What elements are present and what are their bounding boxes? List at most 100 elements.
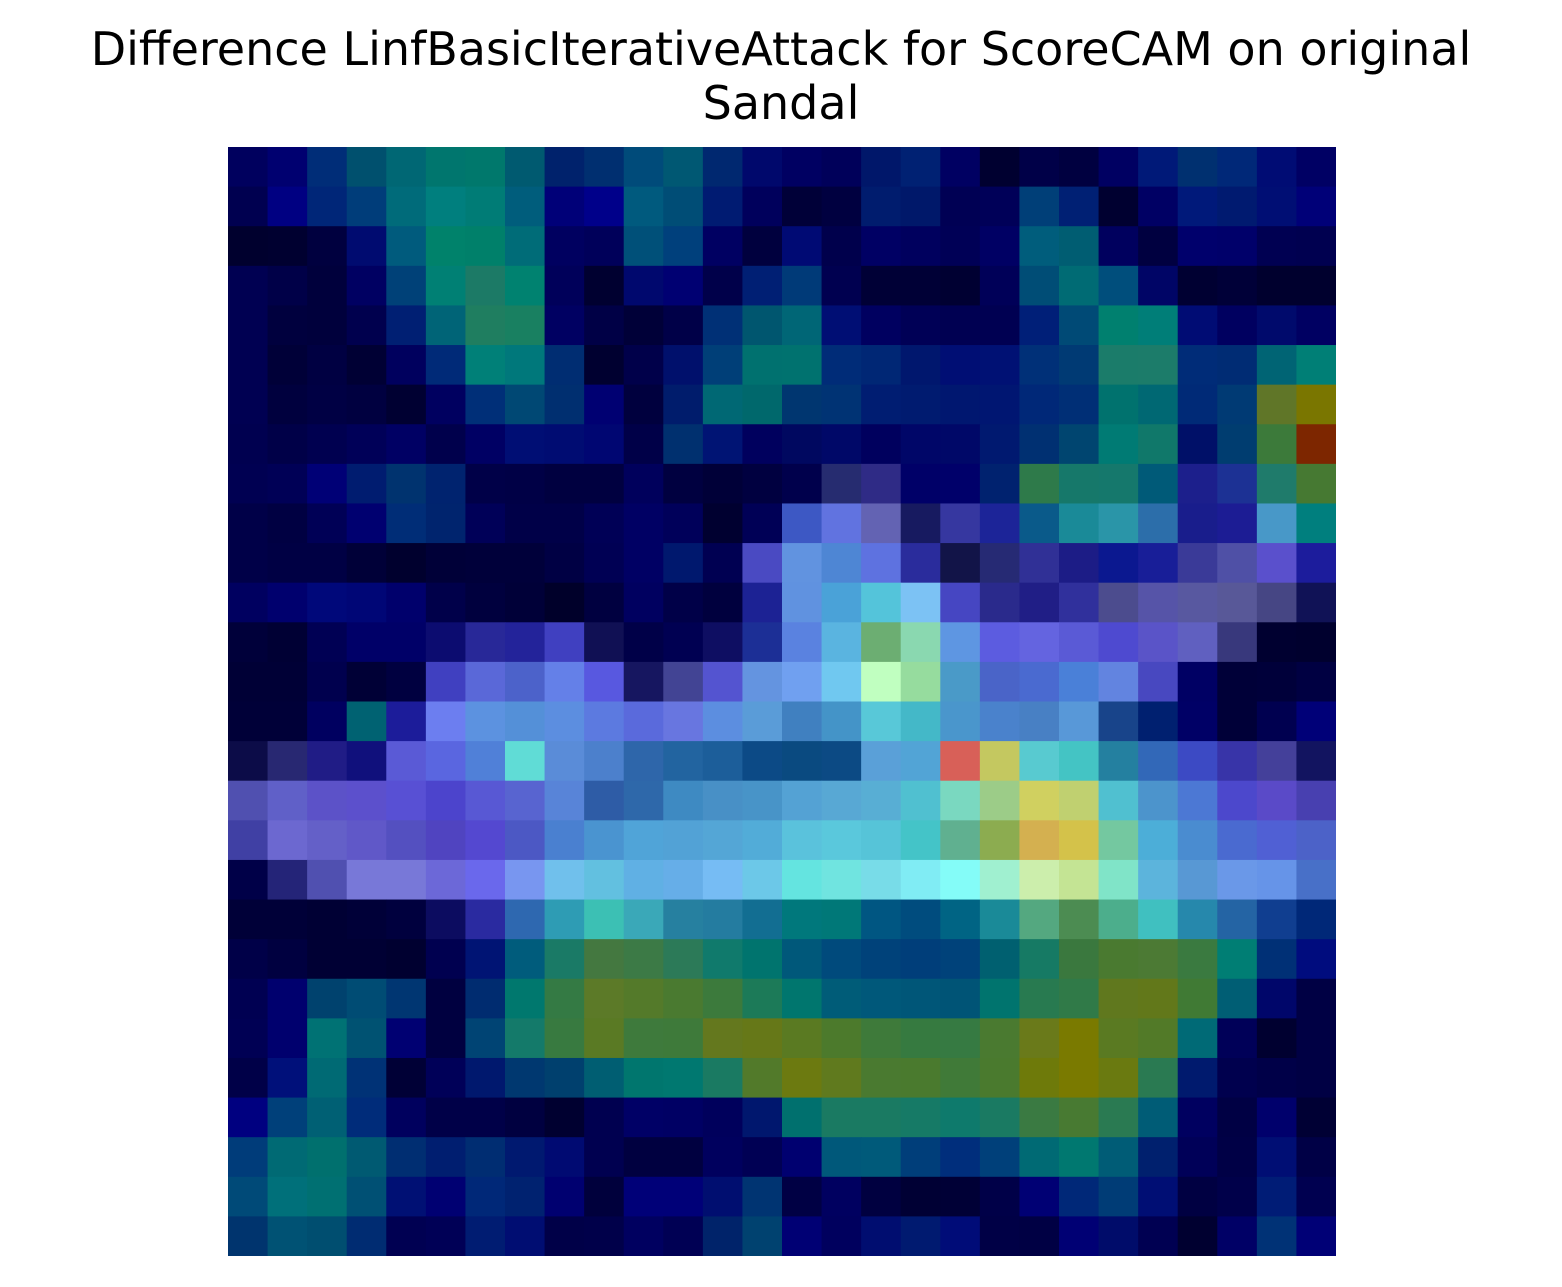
heatmap-cell-r23-c5 (425, 1057, 467, 1099)
heatmap-cell-r23-c15 (821, 1057, 862, 1099)
heatmap-cell-r16-c16 (861, 780, 902, 821)
heatmap-cell-r24-c9 (584, 1097, 625, 1138)
heatmap-cell-r25-c12 (702, 1137, 744, 1178)
heatmap-cell-r14-c10 (623, 701, 664, 742)
heatmap-cell-r22-c18 (940, 1018, 981, 1059)
heatmap-cell-r16-c23 (1138, 780, 1179, 821)
heatmap-cell-r5-c11 (663, 345, 704, 386)
heatmap-cell-r18-c25 (1217, 859, 1258, 901)
heatmap-cell-r13-c27 (1296, 661, 1336, 703)
heatmap-cell-r3-c24 (1177, 265, 1218, 307)
heatmap-cell-r26-c1 (267, 1176, 308, 1217)
heatmap-cell-r1-c5 (425, 186, 467, 227)
heatmap-cell-r9-c13 (742, 503, 783, 544)
heatmap-cell-r27-c20 (1019, 1216, 1060, 1256)
heatmap-cell-r11-c3 (346, 582, 387, 623)
heatmap-cell-r19-c13 (742, 899, 783, 940)
heatmap-cell-r19-c24 (1177, 899, 1218, 940)
heatmap-cell-r3-c18 (940, 265, 981, 307)
heatmap-cell-r18-c0 (228, 859, 269, 901)
heatmap-cell-r5-c17 (900, 345, 941, 386)
heatmap-cell-r4-c4 (386, 305, 427, 346)
heatmap-cell-r20-c25 (1217, 939, 1258, 980)
heatmap-cell-r9-c11 (663, 503, 704, 544)
heatmap-cell-r2-c18 (940, 226, 981, 267)
heatmap-cell-r13-c0 (228, 661, 269, 703)
heatmap-cell-r26-c21 (1059, 1176, 1100, 1217)
heatmap-cell-r18-c11 (663, 859, 704, 901)
heatmap-cell-r25-c20 (1019, 1137, 1060, 1178)
heatmap-cell-r18-c17 (900, 859, 941, 901)
heatmap-cell-r26-c26 (1256, 1176, 1298, 1217)
heatmap-cell-r25-c17 (900, 1137, 941, 1178)
heatmap-cell-r8-c13 (742, 463, 783, 505)
heatmap-cell-r1-c6 (465, 186, 506, 227)
heatmap-cell-r26-c8 (544, 1176, 585, 1217)
heatmap-cell-r1-c10 (623, 186, 664, 227)
heatmap-cell-r6-c24 (1177, 384, 1218, 425)
heatmap-cell-r16-c3 (346, 780, 387, 821)
heatmap-cell-r9-c15 (821, 503, 862, 544)
heatmap-cell-r17-c8 (544, 820, 585, 861)
heatmap-cell-r12-c8 (544, 622, 585, 663)
heatmap-cell-r7-c3 (346, 424, 387, 465)
heatmap-cell-r16-c5 (425, 780, 467, 821)
heatmap-cell-r4-c6 (465, 305, 506, 346)
heatmap-cell-r4-c3 (346, 305, 387, 346)
heatmap-cell-r24-c13 (742, 1097, 783, 1138)
heatmap-cell-r21-c4 (386, 978, 427, 1019)
heatmap-cell-r10-c21 (1059, 543, 1100, 584)
heatmap-cell-r12-c7 (505, 622, 546, 663)
heatmap-cell-r13-c2 (307, 661, 348, 703)
heatmap-cell-r13-c24 (1177, 661, 1218, 703)
heatmap-cell-r25-c23 (1138, 1137, 1179, 1178)
heatmap-cell-r19-c6 (465, 899, 506, 940)
heatmap-cell-r14-c13 (742, 701, 783, 742)
heatmap-cell-r10-c6 (465, 543, 506, 584)
heatmap-cell-r11-c13 (742, 582, 783, 623)
heatmap-cell-r20-c19 (979, 939, 1021, 980)
heatmap-cell-r0-c2 (307, 147, 348, 188)
heatmap-cell-r27-c7 (505, 1216, 546, 1256)
heatmap-cell-r14-c26 (1256, 701, 1298, 742)
heatmap-cell-r17-c21 (1059, 820, 1100, 861)
heatmap-cell-r18-c16 (861, 859, 902, 901)
heatmap-cell-r1-c17 (900, 186, 941, 227)
heatmap-cell-r2-c24 (1177, 226, 1218, 267)
heatmap-cell-r15-c9 (584, 741, 625, 782)
heatmap-cell-r26-c6 (465, 1176, 506, 1217)
heatmap-cell-r7-c21 (1059, 424, 1100, 465)
heatmap-cell-r24-c22 (1098, 1097, 1139, 1138)
heatmap-cell-r27-c5 (425, 1216, 467, 1256)
heatmap-cell-r12-c25 (1217, 622, 1258, 663)
heatmap-cell-r2-c14 (782, 226, 823, 267)
heatmap-cell-r1-c24 (1177, 186, 1218, 227)
heatmap-cell-r21-c19 (979, 978, 1021, 1019)
heatmap-cell-r26-c14 (782, 1176, 823, 1217)
heatmap-cell-r18-c1 (267, 859, 308, 901)
heatmap-cell-r13-c10 (623, 661, 664, 703)
heatmap-cell-r21-c0 (228, 978, 269, 1019)
heatmap-cell-r7-c23 (1138, 424, 1179, 465)
heatmap-cell-r7-c12 (702, 424, 744, 465)
heatmap-cell-r27-c19 (979, 1216, 1021, 1256)
heatmap-cell-r21-c1 (267, 978, 308, 1019)
heatmap-cell-r4-c16 (861, 305, 902, 346)
heatmap-cell-r8-c9 (584, 463, 625, 505)
heatmap-cell-r14-c12 (702, 701, 744, 742)
heatmap-cell-r10-c14 (782, 543, 823, 584)
heatmap-cell-r5-c24 (1177, 345, 1218, 386)
heatmap-cell-r20-c27 (1296, 939, 1336, 980)
heatmap-cell-r19-c10 (623, 899, 664, 940)
heatmap-cell-r0-c20 (1019, 147, 1060, 188)
heatmap-cell-r4-c26 (1256, 305, 1298, 346)
heatmap-cell-r7-c14 (782, 424, 823, 465)
heatmap-cell-r7-c24 (1177, 424, 1218, 465)
heatmap-cell-r0-c7 (505, 147, 546, 188)
heatmap-cell-r4-c13 (742, 305, 783, 346)
heatmap-cell-r7-c20 (1019, 424, 1060, 465)
heatmap-cell-r19-c19 (979, 899, 1021, 940)
heatmap-cell-r19-c18 (940, 899, 981, 940)
heatmap-cell-r0-c6 (465, 147, 506, 188)
heatmap-cell-r8-c25 (1217, 463, 1258, 505)
